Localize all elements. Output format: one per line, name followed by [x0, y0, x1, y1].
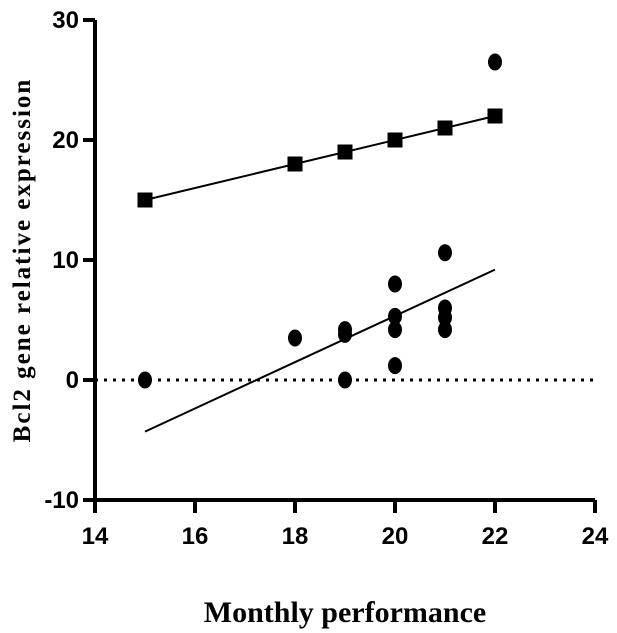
x-tick-label: 14	[82, 523, 109, 550]
circle-point	[388, 307, 402, 325]
circle-point	[438, 321, 452, 339]
square-point	[337, 144, 353, 160]
square-point	[437, 120, 453, 136]
square-point	[137, 192, 153, 208]
x-tick-label: 20	[382, 523, 409, 550]
circle-point	[438, 299, 452, 317]
circle-point	[138, 371, 152, 389]
square-point	[387, 132, 403, 148]
circle-point	[338, 321, 352, 339]
circle-point	[288, 329, 302, 347]
square-point	[287, 156, 303, 172]
y-tick-label: 20	[52, 127, 79, 154]
x-axis-title: Monthly performance	[204, 596, 486, 629]
y-tick-label: -10	[44, 487, 79, 514]
circle-point	[488, 53, 502, 71]
x-tick-label: 18	[282, 523, 309, 550]
circle-point	[338, 371, 352, 389]
y-tick-label: 10	[52, 247, 79, 274]
circle-point	[438, 244, 452, 262]
y-tick-label: 30	[52, 7, 79, 34]
square-point	[487, 108, 503, 124]
x-tick-label: 22	[482, 523, 509, 550]
y-axis-title: Bcl2 gene relative expression	[9, 78, 36, 443]
circle-point	[388, 357, 402, 375]
x-tick-label: 16	[182, 523, 209, 550]
circle-point	[388, 321, 402, 339]
y-tick-label: 0	[66, 367, 79, 394]
plot-area: -10 0 10 20 30 14 16 18 20 22 24	[44, 7, 609, 550]
regression-line-series-2	[144, 268, 496, 433]
regression-line-series-1	[144, 115, 496, 201]
x-tick-label: 24	[582, 523, 609, 550]
circle-point	[388, 275, 402, 293]
